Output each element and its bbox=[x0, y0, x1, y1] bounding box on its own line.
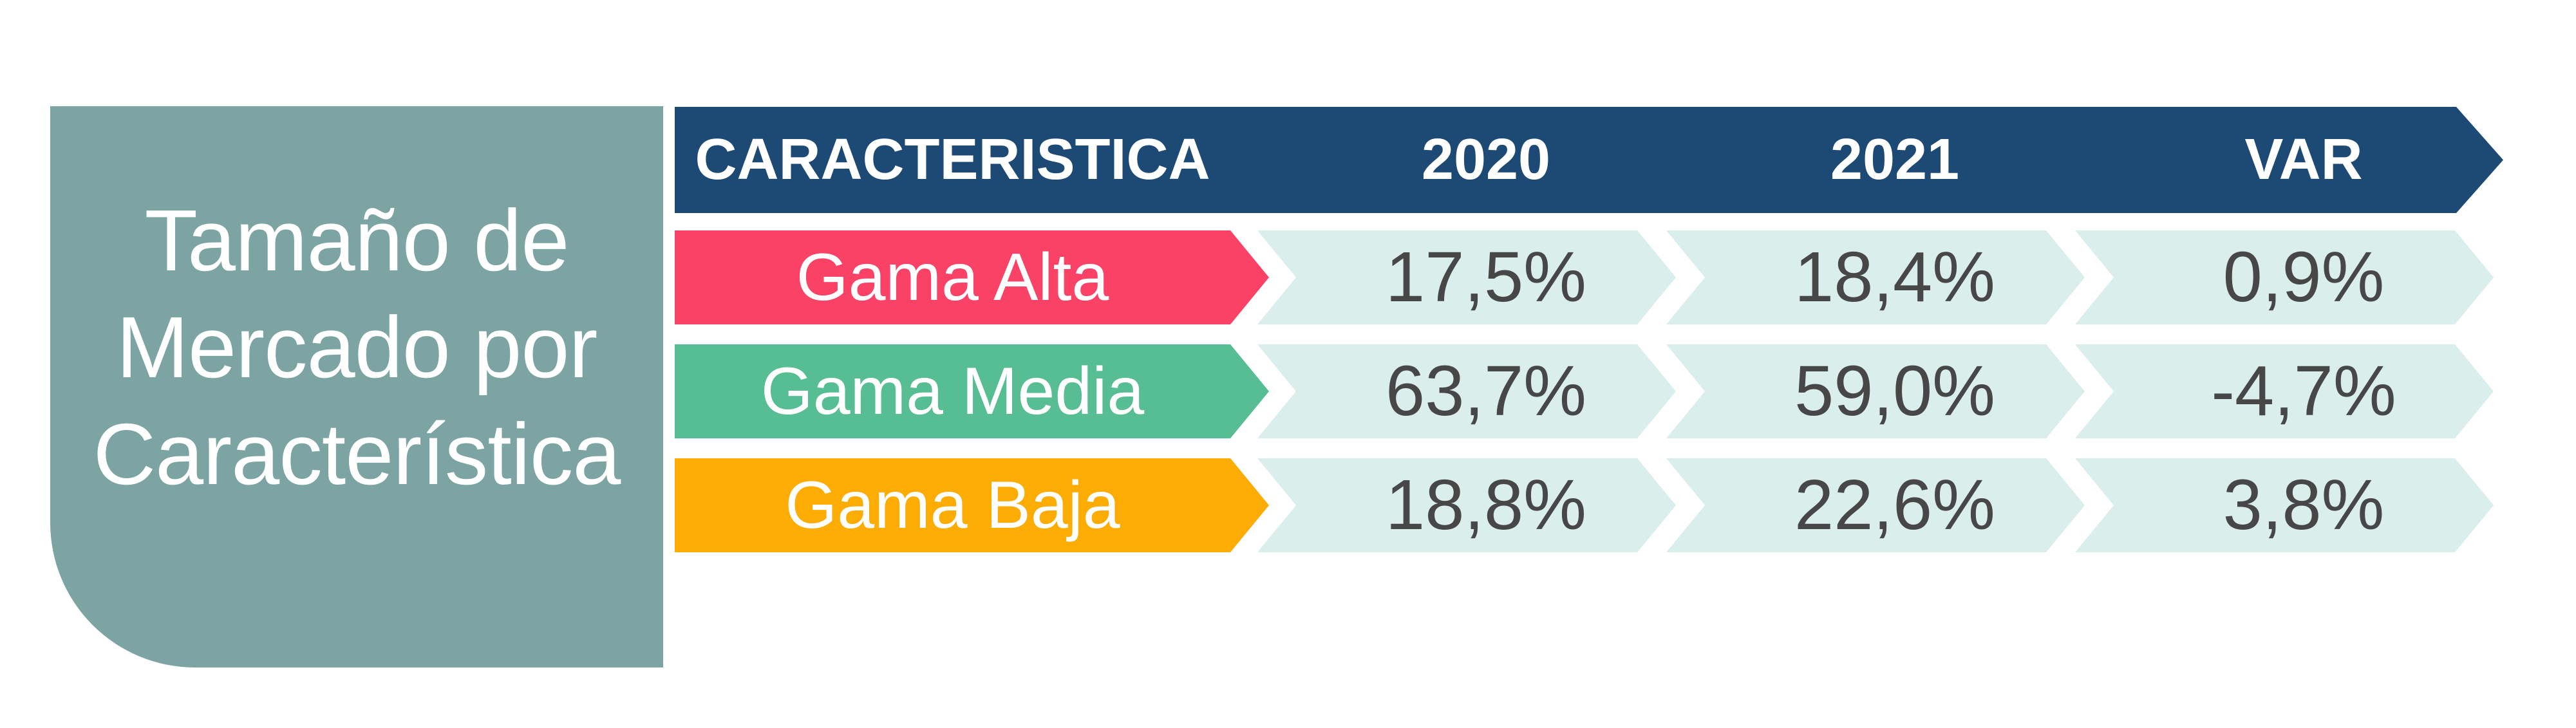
title-line-1: Tamaño de bbox=[144, 192, 570, 289]
table-row: Gama Baja 18,8% 22,6% 3,8% bbox=[0, 458, 2576, 552]
header-2020: 2020 bbox=[1421, 127, 1551, 192]
page-title: Tamaño de Mercado por Característica bbox=[93, 187, 621, 508]
value-gama-baja-2021: 22,6% bbox=[1666, 458, 2085, 552]
title-line-3: Característica bbox=[93, 406, 621, 503]
value-gama-alta-2021: 18,4% bbox=[1666, 230, 2085, 324]
title-panel: Tamaño de Mercado por Característica bbox=[50, 106, 663, 667]
value-gama-media-2021: 59,0% bbox=[1666, 344, 2085, 438]
value-gama-alta-var: 0,9% bbox=[2075, 230, 2494, 324]
header-var: VAR bbox=[2244, 127, 2363, 192]
row-label-gama-baja: Gama Baja bbox=[675, 458, 1269, 552]
header-2021: 2021 bbox=[1830, 127, 1960, 192]
table-header-bar: CARACTERISTICA 2020 2021 VAR bbox=[675, 107, 2503, 213]
table-row: Gama Media 63,7% 59,0% -4,7% bbox=[0, 344, 2576, 438]
value-gama-media-2020: 63,7% bbox=[1257, 344, 1676, 438]
value-gama-baja-2020: 18,8% bbox=[1257, 458, 1676, 552]
value-gama-alta-2020: 17,5% bbox=[1257, 230, 1676, 324]
value-gama-baja-var: 3,8% bbox=[2075, 458, 2494, 552]
value-gama-media-var: -4,7% bbox=[2075, 344, 2494, 438]
header-caracteristica: CARACTERISTICA bbox=[695, 127, 1210, 192]
title-line-2: Mercado por bbox=[116, 299, 598, 396]
row-label-gama-media: Gama Media bbox=[675, 344, 1269, 438]
table-row: Gama Alta 17,5% 18,4% 0,9% bbox=[0, 230, 2576, 324]
row-label-gama-alta: Gama Alta bbox=[675, 230, 1269, 324]
